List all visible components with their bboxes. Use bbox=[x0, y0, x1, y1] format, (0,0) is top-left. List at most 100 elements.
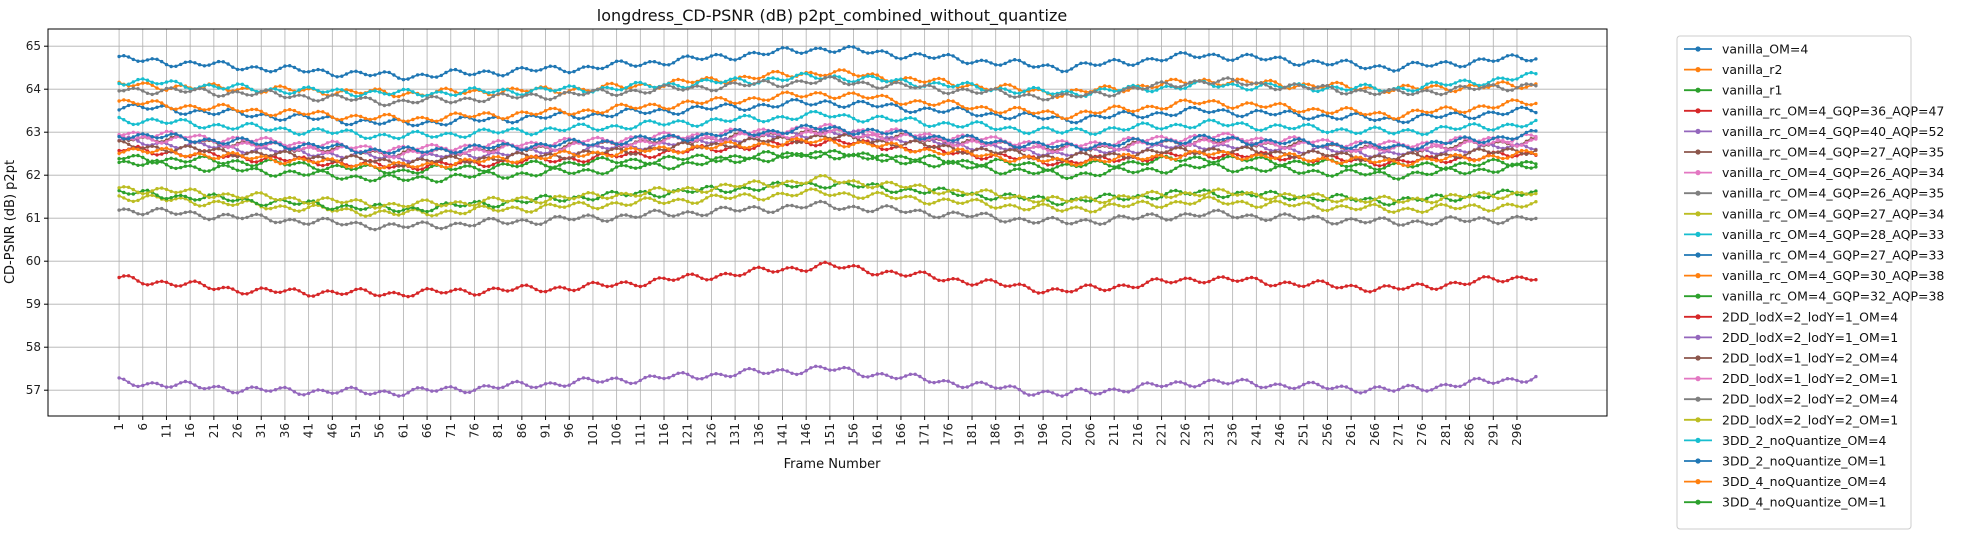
series-point bbox=[648, 111, 652, 115]
series-point bbox=[472, 156, 477, 160]
series-point bbox=[614, 88, 619, 92]
series-point bbox=[1292, 204, 1297, 208]
series-point bbox=[899, 273, 903, 277]
series-point bbox=[117, 194, 121, 198]
series-point bbox=[169, 137, 173, 141]
series-point bbox=[425, 120, 429, 124]
series-point bbox=[1287, 154, 1292, 158]
series-point bbox=[771, 76, 775, 80]
series-point bbox=[1382, 141, 1387, 145]
series-point bbox=[496, 209, 500, 213]
series-point bbox=[548, 159, 552, 164]
series-point bbox=[240, 160, 244, 164]
series-point bbox=[932, 215, 936, 219]
series-point bbox=[1259, 385, 1263, 390]
series-point bbox=[932, 154, 936, 158]
series-point bbox=[1112, 216, 1116, 220]
series-point bbox=[401, 158, 406, 162]
series-point bbox=[117, 148, 121, 153]
series-point bbox=[1472, 377, 1477, 381]
series-point bbox=[1311, 280, 1315, 285]
series-point bbox=[1477, 195, 1481, 199]
series-point bbox=[468, 149, 472, 153]
series-point bbox=[411, 75, 415, 79]
series-point bbox=[1193, 152, 1197, 156]
series-point bbox=[937, 380, 941, 384]
series-point bbox=[1226, 213, 1230, 217]
series-point bbox=[1283, 196, 1287, 200]
series-point bbox=[420, 170, 424, 174]
series-point bbox=[723, 136, 728, 141]
series-point bbox=[780, 103, 785, 107]
series-point bbox=[487, 384, 491, 388]
series-point bbox=[1335, 109, 1339, 114]
series-point bbox=[1477, 83, 1481, 88]
series-point bbox=[406, 225, 410, 229]
series-point bbox=[1287, 86, 1292, 91]
series-point bbox=[709, 277, 714, 281]
series-point bbox=[1330, 194, 1334, 199]
series-point bbox=[250, 107, 254, 112]
series-point bbox=[1178, 98, 1183, 103]
series-point bbox=[1036, 194, 1041, 198]
series-point bbox=[1207, 53, 1211, 57]
series-point bbox=[1349, 387, 1353, 391]
series-point bbox=[382, 171, 387, 175]
series-point bbox=[870, 273, 875, 277]
series-point bbox=[1131, 202, 1135, 206]
series-point bbox=[804, 205, 808, 209]
series-point bbox=[705, 100, 709, 104]
series-point bbox=[937, 186, 941, 190]
series-point bbox=[761, 150, 766, 154]
series-point bbox=[733, 373, 737, 378]
series-point bbox=[667, 154, 671, 159]
series-point bbox=[1197, 189, 1202, 193]
series-point bbox=[1273, 83, 1278, 88]
series-point bbox=[273, 388, 278, 392]
series-point bbox=[558, 67, 562, 71]
series-point bbox=[1344, 106, 1349, 110]
series-point bbox=[1169, 218, 1173, 222]
series-point bbox=[970, 149, 974, 154]
series-point bbox=[1496, 145, 1500, 150]
series-point bbox=[1325, 146, 1330, 151]
series-point bbox=[1477, 376, 1481, 381]
series-point bbox=[752, 195, 756, 199]
series-point bbox=[226, 86, 230, 90]
series-point bbox=[847, 104, 851, 108]
series-point bbox=[558, 383, 562, 387]
series-point bbox=[311, 86, 316, 91]
series-point bbox=[1112, 387, 1116, 391]
series-point bbox=[1183, 137, 1188, 142]
series-point bbox=[809, 70, 813, 75]
series-point bbox=[1013, 58, 1017, 62]
series-point bbox=[226, 202, 230, 207]
series-point bbox=[1150, 104, 1154, 109]
series-point bbox=[1453, 199, 1458, 203]
series-point bbox=[1316, 107, 1320, 112]
series-point bbox=[1107, 152, 1112, 156]
series-point bbox=[117, 99, 121, 103]
series-point bbox=[477, 112, 481, 117]
series-point bbox=[1084, 116, 1088, 120]
series-point bbox=[397, 164, 401, 168]
series-point bbox=[785, 100, 789, 104]
series-point bbox=[1382, 163, 1387, 167]
series-point bbox=[723, 374, 728, 378]
series-point bbox=[1268, 200, 1273, 204]
series-point bbox=[1339, 151, 1344, 155]
series-point bbox=[1074, 63, 1079, 68]
series-point bbox=[179, 112, 183, 116]
series-point bbox=[591, 112, 595, 116]
series-point bbox=[141, 196, 145, 200]
series-point bbox=[558, 155, 562, 159]
series-point bbox=[586, 64, 590, 69]
series-point bbox=[1534, 216, 1538, 221]
series-point bbox=[482, 111, 486, 115]
series-point bbox=[932, 276, 936, 280]
series-point bbox=[216, 112, 221, 116]
series-point bbox=[306, 294, 311, 298]
series-point bbox=[1212, 147, 1216, 151]
series-point bbox=[1259, 205, 1263, 209]
series-point bbox=[359, 70, 363, 75]
